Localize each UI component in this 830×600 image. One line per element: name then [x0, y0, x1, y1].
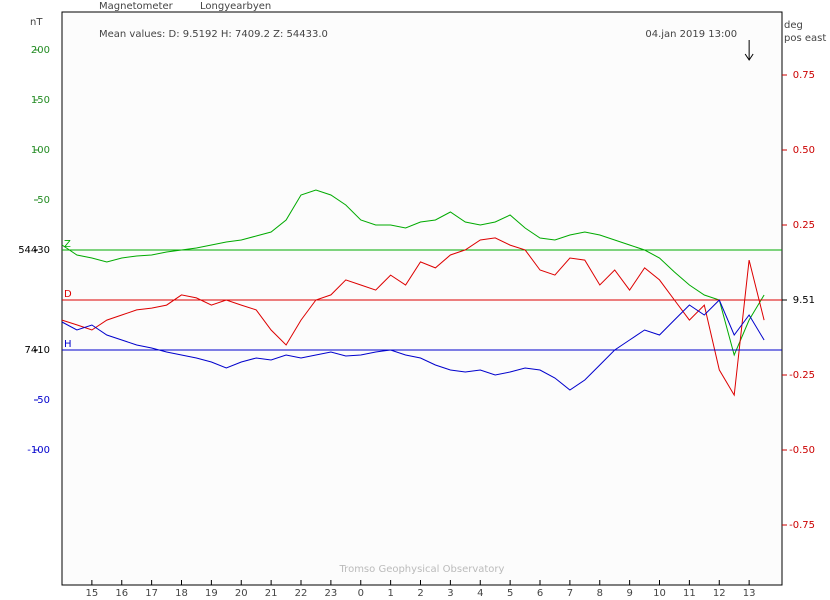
series-label: H: [64, 339, 72, 350]
x-tick-label: 1: [387, 588, 393, 599]
y-tick-label: 54430: [18, 245, 50, 256]
x-tick-label: 20: [235, 588, 248, 599]
series-line: [61, 189, 765, 357]
x-tick-label: 0: [358, 588, 364, 599]
x-tick-label: 19: [205, 588, 218, 599]
y-tick-label: 100: [31, 145, 50, 156]
series-label: D: [64, 289, 72, 300]
y-tick-label: 200: [31, 45, 50, 56]
y2-tick-label: 0.50: [793, 145, 815, 156]
x-tick-label: 10: [653, 588, 666, 599]
x-tick-label: 21: [265, 588, 278, 599]
x-tick-label: 15: [86, 588, 99, 599]
y2-tick-label: -0.50: [789, 445, 815, 456]
y2-tick-label: 0.75: [793, 70, 815, 81]
mean-values: Mean values: D: 9.5192 H: 7409.2 Z: 5443…: [99, 29, 328, 40]
chart-subtitle: Longyearbyen: [200, 1, 271, 12]
y2-tick-label: -0.75: [789, 520, 815, 531]
y-tick-label: -50: [34, 395, 50, 406]
y2-tick-label: 0.25: [793, 220, 815, 231]
series-label: Z: [64, 239, 71, 250]
marker-arrowhead: [744, 53, 754, 61]
x-tick-label: 23: [325, 588, 338, 599]
x-tick-label: 4: [477, 588, 483, 599]
y2-tick-label: 9.51: [793, 295, 815, 306]
x-tick-label: 5: [507, 588, 513, 599]
chart-title: Magnetometer: [99, 1, 174, 12]
x-tick-label: 8: [597, 588, 603, 599]
x-tick-label: 3: [447, 588, 453, 599]
y-tick-label: 7410: [25, 345, 50, 356]
y-axis-label: nT: [30, 17, 43, 28]
y-tick-label: 150: [31, 95, 50, 106]
y-tick-label: -100: [27, 445, 50, 456]
footer: Tromso Geophysical Observatory: [339, 564, 505, 575]
series-line: [61, 237, 765, 397]
x-tick-label: 12: [713, 588, 726, 599]
y2-axis-label: pos east: [784, 33, 826, 44]
x-tick-label: 16: [115, 588, 128, 599]
y2-axis-label: deg: [784, 20, 803, 31]
x-tick-label: 6: [537, 588, 543, 599]
y-tick-label: 50: [37, 195, 50, 206]
x-tick-label: 18: [175, 588, 188, 599]
plot-area: [61, 11, 783, 586]
x-tick-label: 17: [145, 588, 158, 599]
x-tick-label: 9: [626, 588, 632, 599]
y2-tick-label: -0.25: [789, 370, 815, 381]
x-tick-label: 2: [417, 588, 423, 599]
x-tick-label: 11: [683, 588, 696, 599]
marker-label: 04.jan 2019 13:00: [645, 29, 737, 40]
series-line: [61, 299, 765, 391]
x-tick-label: 22: [295, 588, 308, 599]
x-tick-label: 13: [743, 588, 756, 599]
x-tick-label: 7: [567, 588, 573, 599]
